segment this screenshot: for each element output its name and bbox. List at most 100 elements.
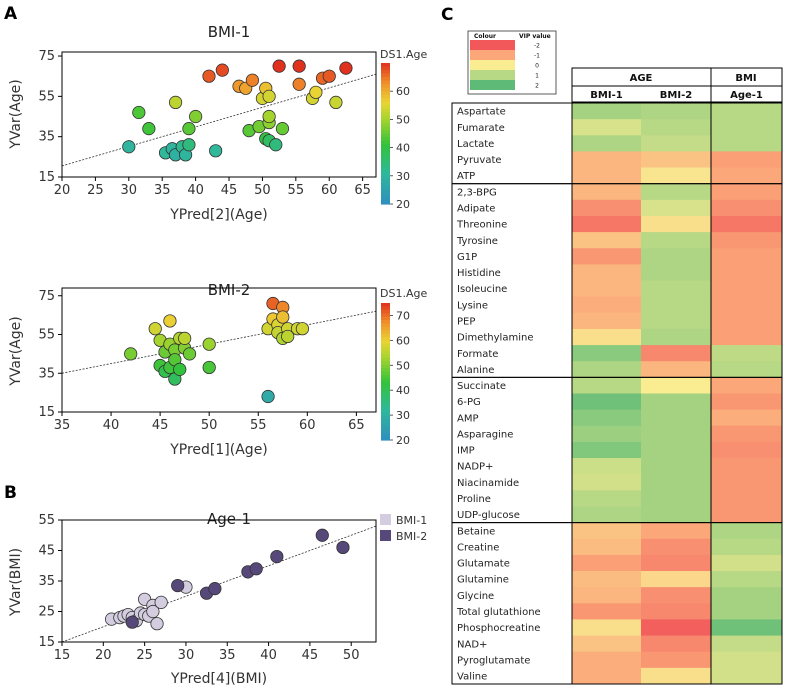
vip-cell [641, 248, 711, 265]
age1-point [150, 617, 164, 631]
bmi1-colorbar-segment [381, 186, 390, 191]
bmi2-trend-line [61, 310, 377, 374]
bmi2-colorbar-segment [381, 320, 390, 325]
vip-cell [641, 167, 711, 185]
bmi1-xtick-label: 20 [54, 183, 71, 198]
bmi2-point [202, 360, 216, 375]
bmi2-colorbar-segment [381, 316, 390, 321]
vip-cell [641, 474, 711, 491]
bmi1-colorbar-segment [381, 105, 390, 110]
age1-legend-label: BMI-1 [396, 514, 427, 527]
vip-row-label: Glycine [457, 591, 494, 602]
vip-cell [711, 345, 782, 362]
vip-cell [641, 490, 711, 507]
vip-row-label: Betaine [457, 526, 495, 537]
age1-title: Age-1 [207, 510, 251, 528]
bmi1-point [275, 122, 290, 136]
vip-cell [641, 232, 711, 249]
bmi2-point [295, 322, 310, 336]
vip-cell [641, 554, 711, 572]
bmi2-xtick-label: 50 [201, 418, 218, 433]
vip-row-label: Asparagine [457, 429, 513, 440]
bmi2-colorbar-segment [381, 344, 390, 349]
bmi1-point [202, 69, 216, 83]
vip-row-label: Niacinamide [457, 478, 519, 489]
vip-cell [641, 603, 711, 620]
vip-cell [641, 345, 711, 362]
vip-cell [641, 506, 711, 524]
bmi1-colorbar-label: 20 [396, 198, 410, 211]
vip-cell [572, 264, 641, 281]
bmi1-colorbar-segment [381, 144, 390, 149]
age1-point [146, 604, 160, 619]
bmi2-colorbar-segment [381, 330, 390, 335]
bmi1-colorbar-segment [381, 126, 390, 131]
bmi2-colorbar-segment [381, 333, 390, 338]
bmi2-ytick-label: 75 [38, 289, 55, 304]
vip-row-label: Glutamine [457, 575, 509, 586]
vip-cell [572, 215, 641, 233]
bmi1-colorbar-segment [381, 193, 390, 198]
bmi1-xlabel: YPred[2](Age) [169, 207, 268, 223]
vip-cell [572, 522, 641, 540]
vip-cell [711, 441, 782, 459]
bmi2-point [173, 362, 187, 376]
bmi1-colorbar-segment [381, 70, 390, 75]
bmi2-colorbar-segment [381, 306, 390, 311]
bmi1-colorbar-segment [381, 151, 390, 156]
bmi2-point [261, 389, 275, 404]
vip-row-label: AMP [457, 413, 479, 424]
vip-row-label: ATP [457, 171, 475, 182]
bmi2-colorbar-segment [381, 309, 390, 314]
vip-header-frame [571, 67, 783, 103]
vip-cell [711, 280, 782, 298]
age1-point [208, 582, 222, 596]
vip-row-label: Proline [457, 494, 491, 505]
vip-cell [711, 103, 782, 120]
panel-label-c: C [441, 5, 453, 25]
bmi1-title: BMI-1 [208, 23, 251, 41]
bmi2-colorbar-segment [381, 436, 390, 441]
vip-row-label: NAD+ [457, 639, 487, 650]
vip-cell [711, 151, 782, 168]
bmi2-point [182, 347, 197, 361]
vip-cell [711, 571, 782, 588]
vip-cell [572, 425, 641, 443]
bmi2-colorbar-segment [381, 385, 390, 390]
bmi1-colorbar-segment [381, 137, 390, 142]
vip-cell [572, 393, 641, 411]
vip-cell [641, 587, 711, 604]
vip-cell [641, 571, 711, 588]
vip-row-label: UDP-glucose [457, 510, 520, 521]
bmi2-ylabel: YVar(Age) [8, 316, 24, 386]
vip-legend-header-colour: Colour [474, 33, 496, 40]
vip-cell [711, 667, 782, 685]
vip-cell [572, 458, 641, 475]
vip-cell [641, 441, 711, 459]
vip-row-label: Formate [457, 349, 498, 360]
bmi1-ytick-label: 35 [38, 130, 55, 145]
vip-legend-swatch [470, 50, 515, 60]
bmi1-xtick-label: 65 [354, 183, 371, 198]
age1-xlabel: YPred[4](BMI) [170, 671, 267, 687]
vip-cell [641, 328, 711, 346]
vip-cell [641, 635, 711, 653]
bmi2-colorbar-segment [381, 405, 390, 410]
vip-cell [641, 103, 711, 120]
age1-point [125, 615, 139, 629]
bmi1-colorbar-segment [381, 168, 390, 173]
bmi2-xlabel: YPred[1](Age) [169, 442, 268, 458]
bmi1-xtick-label: 40 [187, 183, 204, 198]
bmi1-colorbar-label: 50 [396, 113, 410, 126]
vip-cell [572, 651, 641, 669]
panel-label-b: B [4, 483, 17, 503]
bmi2-xtick-label: 60 [299, 418, 316, 433]
bmi1-colorbar-segment [381, 196, 390, 202]
vip-row-label: Lactate [457, 139, 494, 150]
bmi1-colorbar-segment [381, 154, 390, 159]
bmi1-colorbar-segment [381, 98, 390, 103]
vip-cell [572, 296, 641, 314]
vip-cell [641, 619, 711, 636]
bmi2-colorbar-segment [381, 429, 390, 434]
vip-cell [572, 554, 641, 572]
